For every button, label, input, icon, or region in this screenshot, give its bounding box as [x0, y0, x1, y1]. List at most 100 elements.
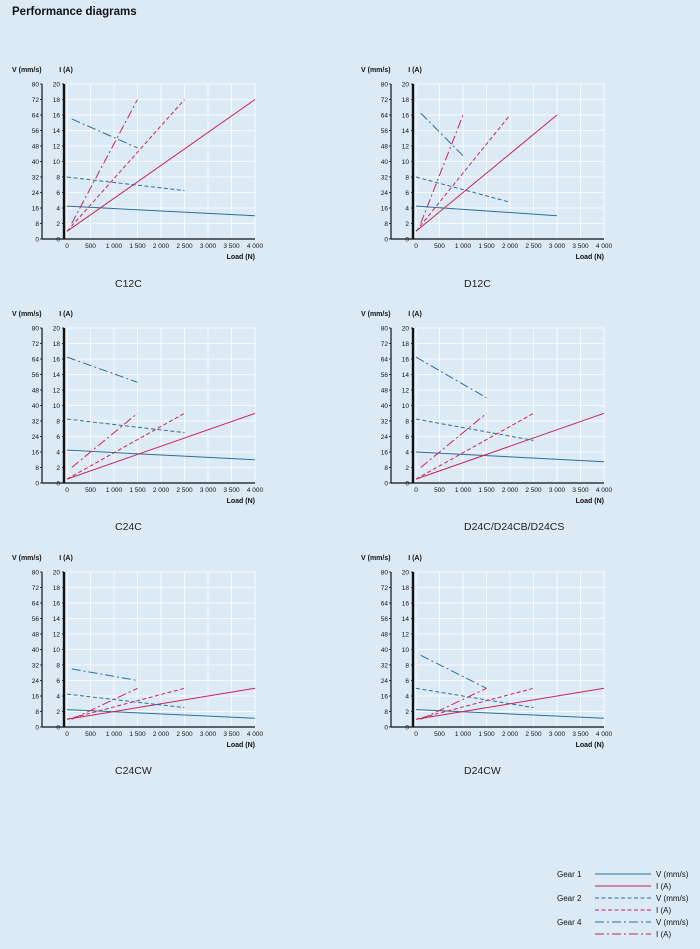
i-tick-label: 20 [402, 325, 410, 332]
x-tick-label: 1 500 [478, 243, 495, 250]
v-tick-label: 72 [381, 97, 389, 104]
page-title: Performance diagrams [12, 6, 137, 18]
v-axis-title: V (mm/s) [361, 555, 391, 562]
i-tick-label: 0 [56, 480, 60, 487]
i-tick-label: 16 [53, 112, 61, 119]
i-tick-label: 8 [405, 662, 409, 669]
i-tick-label: 20 [402, 569, 410, 576]
x-tick-label: 1 500 [478, 731, 495, 738]
i-tick-label: 14 [53, 128, 61, 135]
series-line-gear-2-v-mm-s [66, 693, 185, 709]
chart-c24cw: 0 8 16 24 32 40 48 56 64 72 80 0 2 4 6 8 10 12 14 16 18 20 0 50… [10, 550, 270, 777]
series-line-gear-1-v-mm-s [415, 709, 605, 719]
i-tick-label: 12 [53, 143, 61, 150]
i-tick-label: 10 [402, 647, 410, 654]
i-tick-label: 0 [56, 236, 60, 243]
x-tick-label: 4 000 [596, 243, 613, 250]
v-axis-title: V (mm/s) [361, 311, 391, 318]
x-tick-label: 3 000 [200, 243, 217, 250]
i-tick-label: 20 [53, 569, 61, 576]
series-line-gear-1-v-mm-s [66, 449, 256, 461]
legend-gear-label: Gear 2 [557, 894, 582, 903]
legend-series-label: V (mm/s) [656, 918, 689, 927]
i-tick-label: 6 [405, 678, 409, 685]
x-tick-label: 0 [65, 731, 69, 738]
v-tick-label: 32 [381, 174, 389, 181]
i-tick-label: 18 [53, 585, 61, 592]
legend-series-label: I (A) [656, 906, 671, 915]
x-tick-label: 3 000 [200, 731, 217, 738]
v-axis-title: V (mm/s) [12, 311, 42, 318]
x-tick-label: 1 500 [129, 487, 146, 494]
v-tick-label: 16 [381, 449, 389, 456]
v-tick-label: 8 [35, 221, 39, 228]
series-line-gear-4-i-a [71, 412, 138, 468]
v-tick-label: 80 [32, 569, 40, 576]
v-tick-label: 16 [381, 205, 389, 212]
v-tick-label: 64 [381, 356, 389, 363]
series-line-gear-1-i-a [415, 412, 605, 480]
i-tick-label: 18 [402, 341, 410, 348]
v-tick-label: 56 [381, 128, 389, 135]
chart-name-label: D24CW [464, 765, 501, 777]
v-tick-label: 40 [381, 159, 389, 166]
series-line-gear-4-i-a [71, 687, 138, 720]
i-tick-label: 12 [402, 387, 410, 394]
series-line-gear-4-v-mm-s [71, 118, 138, 149]
v-tick-label: 72 [32, 341, 40, 348]
i-tick-label: 8 [56, 662, 60, 669]
x-tick-label: 3 500 [572, 731, 589, 738]
x-tick-label: 500 [434, 731, 445, 738]
legend-gear-label: Gear 1 [557, 870, 582, 879]
series-line-gear-4-i-a [420, 114, 464, 224]
series-line-gear-2-v-mm-s [415, 176, 511, 203]
i-tick-label: 0 [56, 724, 60, 731]
i-tick-label: 16 [402, 356, 410, 363]
x-tick-label: 1 500 [478, 487, 495, 494]
i-tick-label: 4 [56, 693, 60, 700]
i-tick-label: 4 [405, 693, 409, 700]
v-tick-label: 40 [381, 403, 389, 410]
series-line-gear-1-i-a [66, 99, 256, 232]
i-tick-label: 6 [56, 190, 60, 197]
x-tick-label: 2 500 [176, 487, 193, 494]
i-tick-label: 2 [56, 709, 60, 716]
series-line-gear-1-i-a [66, 412, 256, 480]
x-tick-label: 3 000 [549, 243, 566, 250]
x-tick-label: 4 000 [596, 731, 613, 738]
v-tick-label: 64 [32, 356, 40, 363]
v-tick-label: 0 [384, 236, 388, 243]
x-tick-label: 1 000 [455, 487, 472, 494]
series-line-gear-4-i-a [420, 412, 487, 468]
i-axis-title: I (A) [408, 67, 422, 74]
x-tick-label: 500 [85, 731, 96, 738]
series-line-gear-4-i-a [420, 687, 487, 720]
x-tick-label: 2 500 [525, 243, 542, 250]
i-axis-title: I (A) [59, 67, 73, 74]
x-tick-label: 4 000 [596, 487, 613, 494]
v-tick-label: 72 [381, 585, 389, 592]
v-tick-label: 24 [32, 678, 40, 685]
x-tick-label: 2 500 [176, 731, 193, 738]
v-tick-label: 0 [35, 480, 39, 487]
v-tick-label: 0 [384, 724, 388, 731]
chart-d12c: 0 8 16 24 32 40 48 56 64 72 80 0 2 4 6 8 10 12 14 16 18 20 0 50… [359, 62, 619, 290]
i-axis-title: I (A) [408, 555, 422, 562]
i-tick-label: 8 [56, 418, 60, 425]
v-tick-label: 56 [32, 372, 40, 379]
series-line-gear-1-i-a [415, 114, 558, 232]
x-tick-label: 500 [85, 243, 96, 250]
i-tick-label: 6 [56, 678, 60, 685]
v-tick-label: 8 [384, 221, 388, 228]
i-tick-label: 8 [405, 174, 409, 181]
v-tick-label: 16 [32, 693, 40, 700]
x-tick-label: 2 500 [525, 731, 542, 738]
i-tick-label: 6 [56, 434, 60, 441]
i-axis-title: I (A) [59, 555, 73, 562]
v-tick-label: 40 [381, 647, 389, 654]
series-line-gear-4-v-mm-s [420, 654, 487, 689]
x-axis-title: Load (N) [576, 498, 604, 505]
v-tick-label: 64 [381, 112, 389, 119]
v-tick-label: 48 [381, 143, 389, 150]
